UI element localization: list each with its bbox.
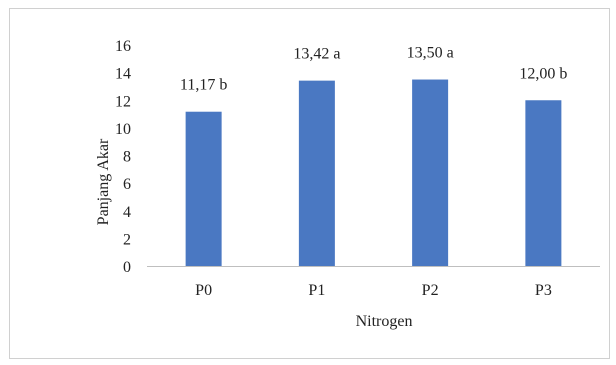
y-axis-ticks: 0 2 4 6 8 10 12 14 16 — [115, 38, 131, 276]
x-axis-title: Nitrogen — [356, 313, 413, 330]
y-axis-title: Panjang Akar — [95, 138, 112, 225]
x-tick-label: P3 — [535, 282, 552, 299]
bar-p1 — [298, 80, 335, 266]
x-tick-label: P0 — [195, 282, 212, 299]
y-tick-label: 16 — [115, 38, 131, 55]
y-tick-label: 0 — [123, 259, 131, 276]
data-label-p2: 13,50 a — [407, 45, 454, 62]
y-tick-label: 8 — [123, 149, 131, 166]
data-label-p1: 13,42 a — [293, 46, 340, 63]
bar-p2 — [412, 79, 449, 266]
data-label-p0: 11,17 b — [180, 77, 227, 94]
bar-p0 — [185, 111, 222, 266]
y-tick-label: 4 — [123, 204, 131, 221]
data-label-p3: 12,00 b — [519, 65, 567, 82]
y-tick-label: 2 — [123, 231, 131, 248]
y-tick-label: 6 — [123, 176, 131, 193]
y-tick-label: 12 — [115, 93, 131, 110]
x-tick-label: P2 — [422, 282, 439, 299]
x-tick-label: P1 — [308, 282, 325, 299]
bar-p3 — [525, 100, 562, 266]
data-labels: 11,17 b 13,42 a 13,50 a 12,00 b — [180, 45, 567, 94]
y-tick-label: 10 — [115, 121, 131, 138]
x-axis-ticks: P0 P1 P2 P3 — [195, 282, 552, 299]
bars — [185, 79, 562, 266]
y-tick-label: 14 — [115, 66, 131, 83]
